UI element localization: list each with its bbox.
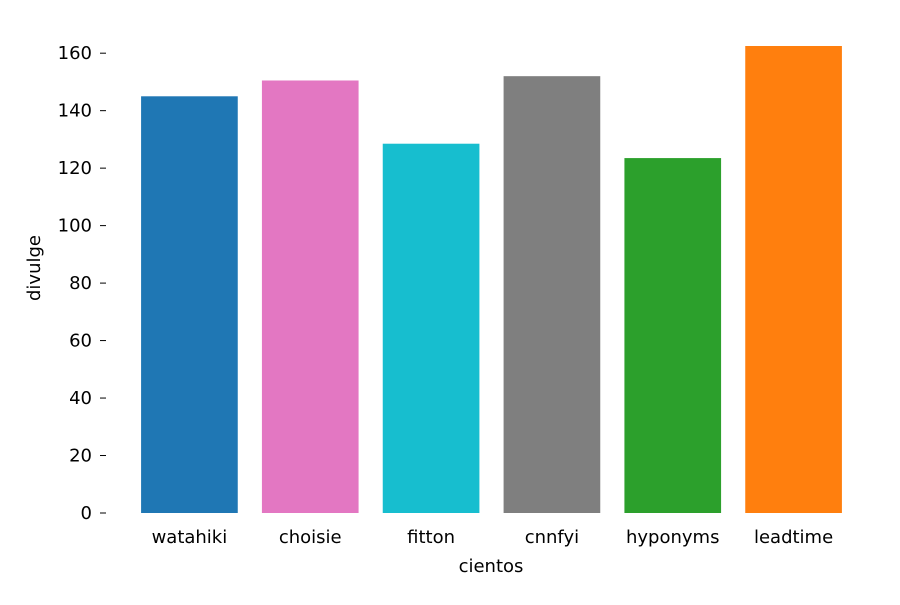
y-axis: 0 20 40 60 80 100 120 140 160 <box>58 43 106 524</box>
x-tick-label: watahiki <box>152 527 228 548</box>
y-tick-label: 80 <box>69 273 92 294</box>
bar-watahiki <box>141 96 238 514</box>
y-tick-label: 60 <box>69 331 92 352</box>
y-tick-label: 100 <box>58 216 92 237</box>
bar-choisie <box>261 80 359 514</box>
x-axis-label: cientos <box>459 556 524 577</box>
x-tick-label: hyponyms <box>626 527 719 548</box>
bars-group <box>141 46 842 514</box>
bar-fitton <box>382 143 480 514</box>
y-tick-label: 140 <box>58 101 92 122</box>
bar-hyponyms <box>624 158 722 513</box>
x-axis: watahiki choisie fitton cnnfyi hyponyms leadt… <box>152 527 834 548</box>
y-tick-label: 120 <box>58 158 92 179</box>
x-tick-label: fitton <box>407 527 455 548</box>
y-axis-label: divulge <box>24 235 45 301</box>
y-tick-label: 160 <box>58 43 92 64</box>
y-tick-label: 40 <box>69 388 92 409</box>
y-tick-label: 20 <box>69 446 92 467</box>
x-tick-label: leadtime <box>754 527 833 548</box>
x-tick-label: choisie <box>279 527 342 548</box>
x-tick-label: cnnfyi <box>525 527 579 548</box>
bar-cnnfyi <box>503 76 601 513</box>
y-tick-label: 0 <box>81 503 92 524</box>
bar-leadtime <box>745 46 842 513</box>
